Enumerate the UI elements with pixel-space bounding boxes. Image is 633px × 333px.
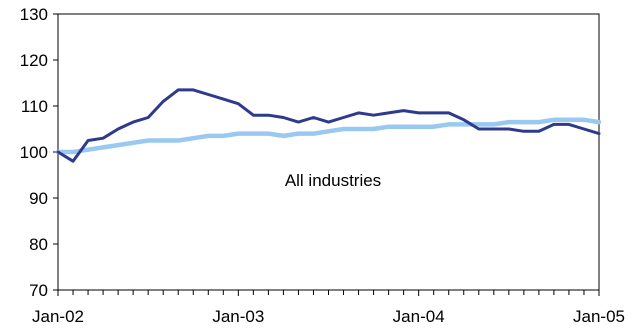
x-tick-label: Jan-05: [573, 307, 625, 326]
y-tick-label: 70: [29, 281, 48, 300]
y-axis: 70 80 90 100 110 120 130: [20, 5, 58, 300]
annotation-label: All industries: [285, 171, 381, 190]
x-axis: Jan-02 Jan-03 Jan-04 Jan-05: [32, 290, 625, 326]
x-tick-label: Jan-03: [212, 307, 264, 326]
y-tick-label: 130: [20, 5, 48, 24]
y-tick-label: 110: [21, 97, 48, 116]
x-tick-label: Jan-02: [32, 307, 84, 326]
series-layer: [55, 88, 602, 163]
y-tick-label: 120: [20, 51, 48, 70]
x-tick-label: Jan-04: [393, 307, 445, 326]
y-tick-label: 90: [29, 189, 48, 208]
y-tick-label: 80: [29, 235, 48, 254]
series-line-2: [55, 117, 602, 155]
plot-area: [57, 13, 600, 291]
y-tick-label: 100: [20, 143, 48, 162]
series-line-1: [56, 88, 601, 163]
